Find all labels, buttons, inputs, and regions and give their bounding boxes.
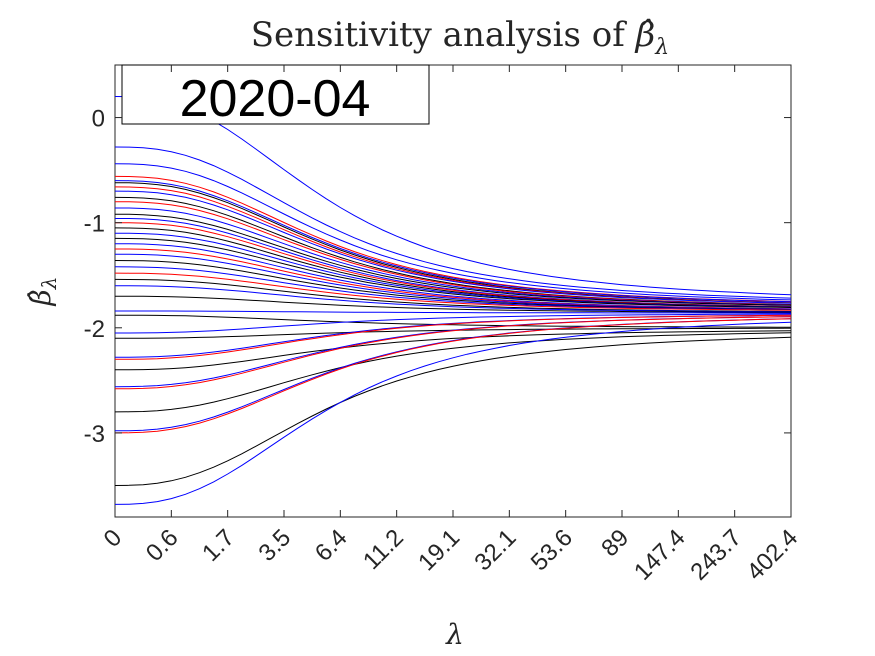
series-line-2: [114, 146, 792, 299]
series-line-1: [114, 96, 792, 296]
series-line-29: [115, 313, 792, 334]
chart-title: Sensitivity analysis of β̂λ: [251, 15, 670, 60]
series-line-26: [115, 295, 792, 313]
y-tick-label: -3: [84, 421, 105, 448]
series-line-40: [114, 321, 792, 505]
x-axis-label: λ: [445, 618, 464, 651]
y-tick-label: 0: [92, 106, 105, 133]
chart-title-symbol: β̂: [634, 15, 656, 55]
series-line-39: [114, 336, 792, 486]
y-axis-ticks: 0 -1 -2 -3: [84, 106, 791, 448]
annotation-label: 2020-04: [180, 70, 371, 128]
series-line-12: [115, 213, 792, 306]
series-line-17: [114, 237, 792, 308]
series-line-32: [115, 314, 792, 360]
series-line-25: [114, 285, 792, 313]
series-line-3: [114, 163, 792, 301]
series-line-27: [115, 310, 791, 314]
y-tick-label: -1: [84, 211, 105, 238]
series-line-35: [114, 316, 792, 390]
y-axis-label-subscript: λ: [37, 277, 61, 291]
y-axis-label: β̂λ: [24, 277, 61, 307]
series-line-5: [114, 180, 792, 303]
plot-area: [114, 64, 792, 518]
series-line-8: [114, 190, 792, 304]
y-tick-label: -2: [84, 316, 105, 343]
annotation-frame: [121, 64, 430, 125]
series-line-23: [114, 272, 792, 311]
series-line-36: [114, 332, 792, 413]
y-axis-label-symbol: β̂: [24, 289, 57, 306]
series-line-33: [115, 330, 792, 371]
series-line-28: [115, 314, 791, 328]
chart-title-subscript: λ: [654, 35, 669, 60]
series-layer: [114, 96, 792, 505]
series-line-38: [114, 318, 792, 434]
annotation-box: 2020-04: [121, 64, 430, 128]
chart-title-text: Sensitivity analysis of: [251, 15, 636, 55]
